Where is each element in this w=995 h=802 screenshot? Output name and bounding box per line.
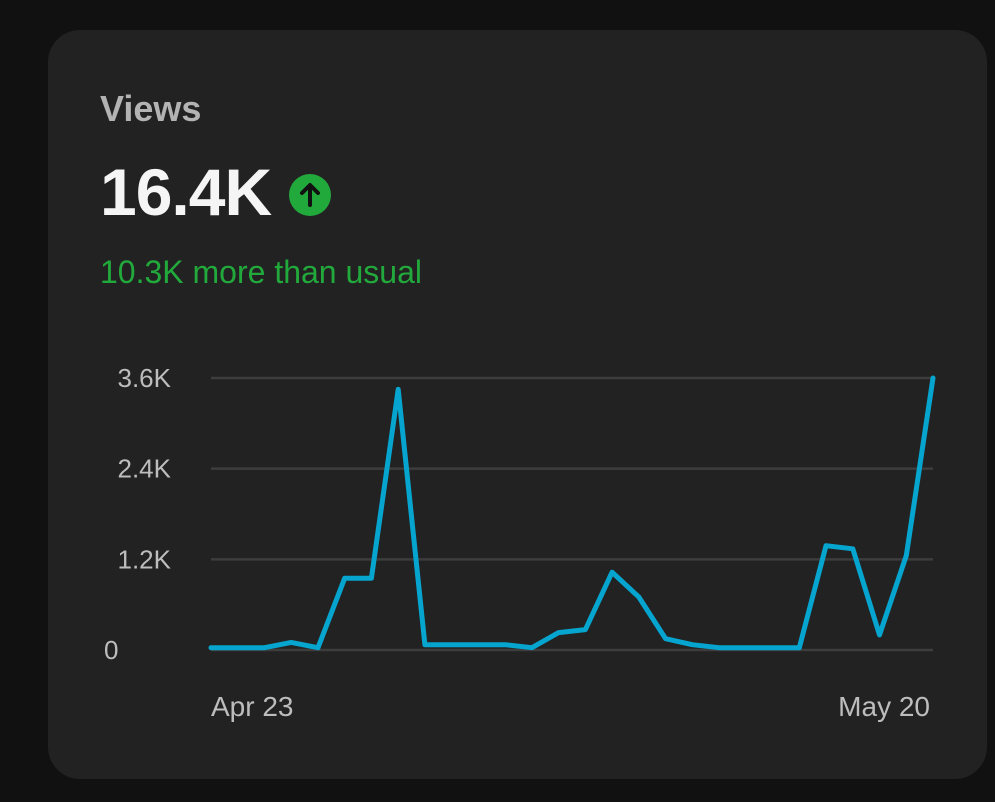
views-card: Views 16.4K 10.3K more than usual: [48, 30, 987, 779]
series-line: [208, 375, 936, 651]
arrow-up-circle-icon: [289, 174, 332, 216]
y-tick-label: 3.6K: [118, 363, 172, 393]
card-title: Views: [100, 88, 202, 129]
value-row: 16.4K: [100, 154, 332, 230]
y-tick-label: 2.4K: [118, 454, 172, 484]
trend-subtext: 10.3K more than usual: [100, 254, 422, 290]
y-tick-label: 1.2K: [118, 544, 172, 574]
x-tick-label: Apr 23: [211, 691, 294, 722]
x-tick-label: May 20: [838, 691, 930, 722]
y-tick-label: 0: [104, 635, 118, 665]
views-value: 16.4K: [100, 155, 272, 229]
